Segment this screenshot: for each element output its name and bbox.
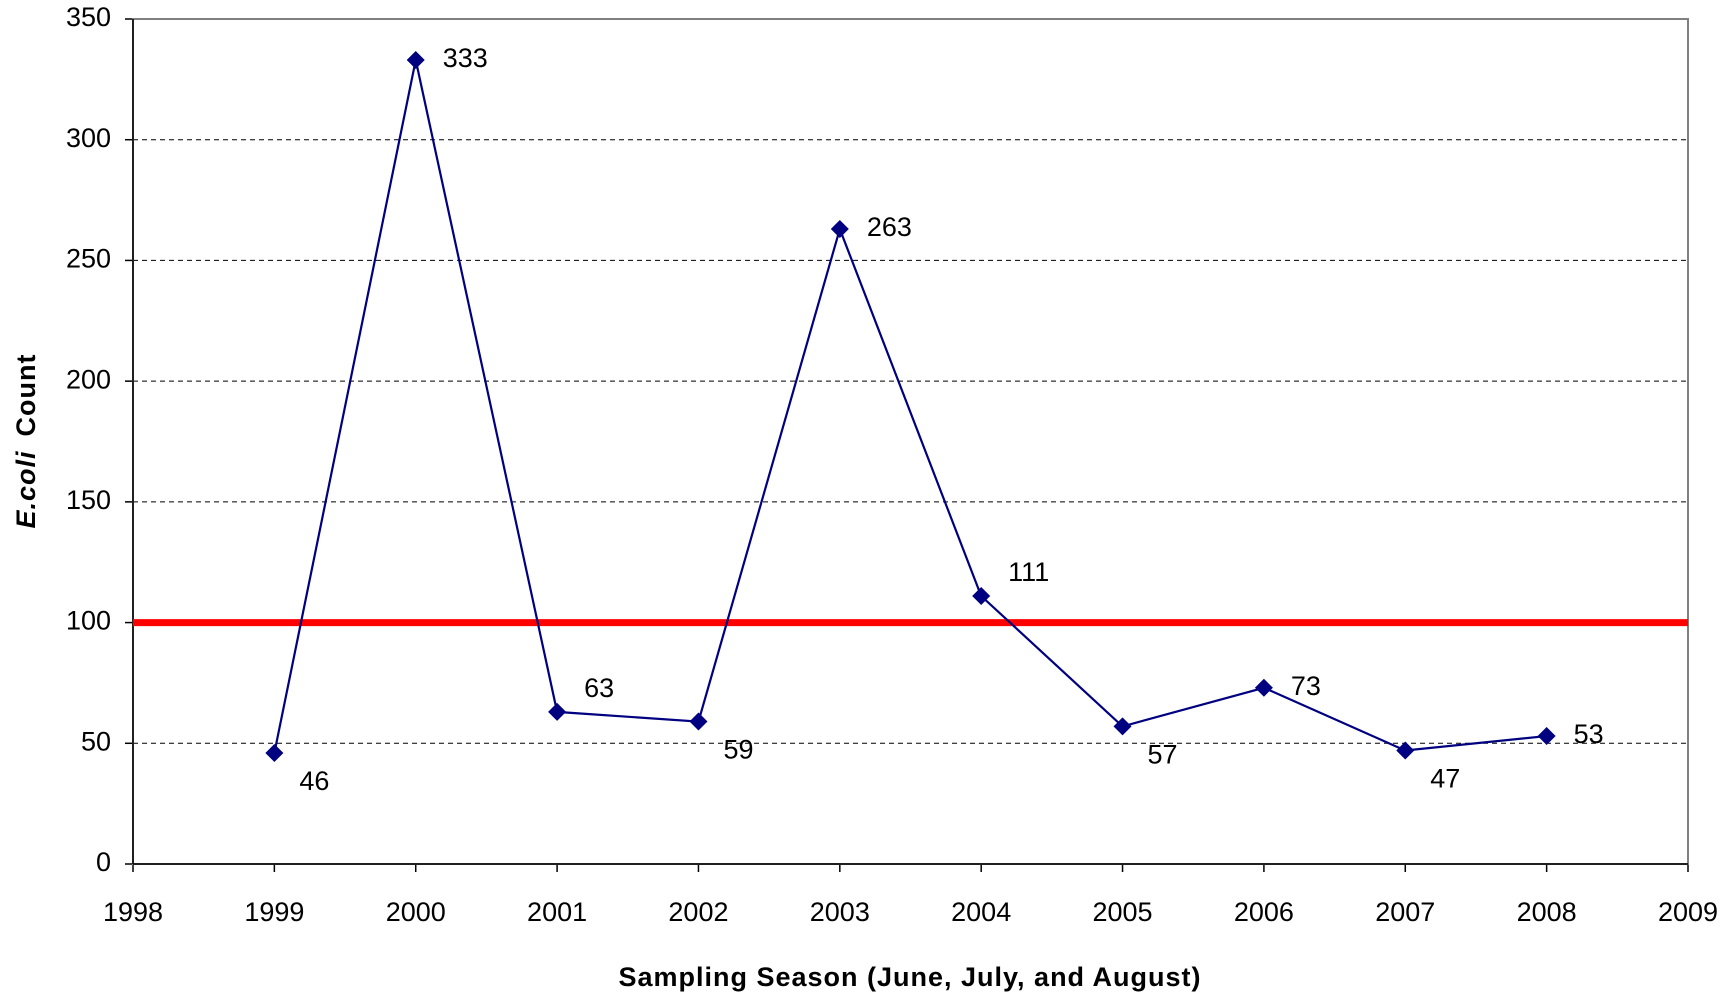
- data-label: 59: [723, 735, 753, 765]
- x-tick-label: 2004: [951, 897, 1011, 927]
- x-tick-label: 2007: [1375, 897, 1435, 927]
- x-tick-label: 2005: [1093, 897, 1153, 927]
- y-tick-label: 50: [81, 726, 111, 756]
- data-point: [1254, 678, 1273, 697]
- y-axis-title-italic: E.coli: [11, 450, 41, 528]
- data-point: [265, 743, 284, 762]
- x-tick-label: 1998: [103, 897, 163, 927]
- y-axis-title: E.coli Count: [11, 354, 41, 529]
- plot-frame: [132, 18, 1689, 865]
- data-label: 73: [1291, 671, 1321, 701]
- y-tick-label: 250: [66, 244, 111, 274]
- x-tick-label: 2002: [668, 897, 728, 927]
- data-label: 263: [867, 212, 912, 242]
- data-line: [273, 59, 1547, 754]
- y-tick-label: 100: [66, 606, 111, 636]
- y-axis-title-rest: Count: [11, 354, 41, 437]
- x-tick-label: 2001: [527, 897, 587, 927]
- data-label: 63: [584, 673, 614, 703]
- x-tick-label: 2008: [1517, 897, 1577, 927]
- data-label: 111: [1008, 557, 1049, 587]
- data-label: 46: [299, 766, 329, 796]
- data-point: [1113, 717, 1132, 736]
- data-label: 47: [1430, 764, 1460, 794]
- data-point: [548, 702, 567, 721]
- data-point: [830, 220, 849, 239]
- data-label: 333: [443, 43, 488, 73]
- data-point: [972, 587, 991, 606]
- x-tick-label: 2009: [1658, 897, 1718, 927]
- data-point: [406, 51, 425, 70]
- x-axis-title: Sampling Season (June, July, and August): [618, 962, 1201, 992]
- y-tick-label: 300: [66, 123, 111, 153]
- y-tick-label: 0: [96, 847, 111, 877]
- x-tick-label: 2006: [1234, 897, 1294, 927]
- y-tick-label: 200: [66, 364, 111, 394]
- data-label: 57: [1148, 740, 1178, 770]
- x-tick-label: 1999: [244, 897, 304, 927]
- x-tick-label: 2003: [810, 897, 870, 927]
- data-point: [689, 712, 708, 731]
- data-label: 53: [1574, 719, 1604, 749]
- data-point: [1537, 727, 1556, 746]
- y-tick-label: 150: [66, 485, 111, 515]
- x-tick-label: 2000: [386, 897, 446, 927]
- data-point: [1396, 741, 1415, 760]
- y-tick-label: 350: [66, 2, 111, 32]
